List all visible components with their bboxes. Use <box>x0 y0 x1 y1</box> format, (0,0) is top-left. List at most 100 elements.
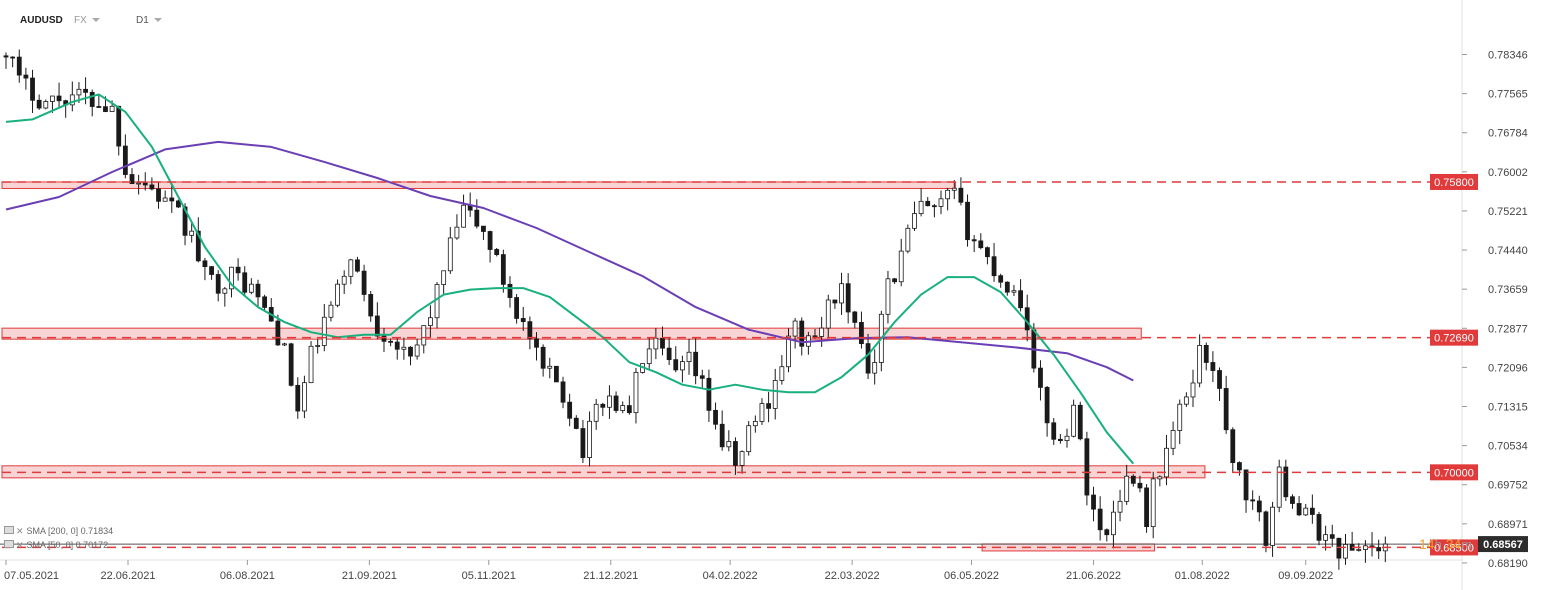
timer-minutes-unit: m <box>1461 537 1473 552</box>
price-tick-label: 0.73659 <box>1488 284 1528 296</box>
candle-body <box>321 316 327 346</box>
timer-minutes: 34 <box>1445 536 1462 552</box>
candle-body <box>713 409 718 425</box>
candle-body <box>514 297 520 319</box>
symbol-label[interactable]: AUDUSD <box>20 15 63 26</box>
support-resistance-zone <box>1 181 957 189</box>
candle-body <box>1217 370 1222 389</box>
candle-body <box>985 247 990 258</box>
market-label: FX <box>74 15 87 26</box>
market-selector[interactable]: FX <box>74 15 100 26</box>
candle-body <box>69 94 75 106</box>
candle-body <box>1117 500 1123 513</box>
candle-body <box>660 337 665 349</box>
timeframe-selector[interactable]: D1 <box>136 15 162 26</box>
date-tick-label: 06.08.2021 <box>220 570 275 582</box>
candle-body <box>209 266 214 275</box>
legend-sma50[interactable]: ✕ SMA [50, 0] 0.70172 <box>4 540 108 551</box>
candle-body <box>408 346 413 357</box>
candle-body <box>487 231 493 250</box>
date-tick-label: 22.06.2021 <box>100 570 155 582</box>
candle-body <box>89 91 95 107</box>
candle-body <box>434 284 440 319</box>
candle-body <box>719 423 725 448</box>
candle-body <box>129 174 135 185</box>
close-icon[interactable]: ✕ <box>16 540 24 550</box>
candle-body <box>1004 281 1010 293</box>
candle-body <box>103 106 108 112</box>
level-label: 0.68500 <box>1434 542 1474 554</box>
candle-body <box>958 187 964 203</box>
candle-body <box>282 343 287 346</box>
candle-body <box>116 105 122 147</box>
candle-body <box>859 322 864 345</box>
candle-body <box>16 56 22 76</box>
candle-body <box>189 230 195 236</box>
level-label-box <box>1430 173 1478 190</box>
level-label: 0.70000 <box>1434 467 1474 479</box>
candle-body <box>1263 511 1269 546</box>
level-label-box <box>1430 464 1478 481</box>
candle-body <box>401 346 407 350</box>
candle-body <box>607 395 612 408</box>
candle-body <box>1203 344 1209 363</box>
candle-body <box>560 381 566 403</box>
candle-body <box>474 209 480 227</box>
candle-body <box>1243 469 1249 501</box>
candle-body <box>673 359 679 371</box>
candle-body <box>1230 429 1236 463</box>
candle-body <box>1130 475 1136 484</box>
candle-body <box>381 335 387 342</box>
date-tick-label: 06.05.2022 <box>944 570 999 582</box>
candle-body <box>1343 544 1348 559</box>
candle-body <box>1323 534 1329 541</box>
price-tick-label: 0.69752 <box>1488 480 1528 492</box>
candle-body <box>885 278 891 315</box>
candle-body <box>394 341 400 350</box>
candle-body <box>421 325 427 346</box>
candle-body <box>1104 529 1110 536</box>
candle-body <box>626 405 632 414</box>
chevron-down-icon <box>153 18 162 23</box>
level-label-box <box>1430 539 1478 556</box>
candle-body <box>1276 466 1282 508</box>
price-tick-label: 0.72096 <box>1488 362 1528 374</box>
indicator-settings-icon[interactable] <box>4 540 14 548</box>
candle-body <box>792 320 798 337</box>
candle-body <box>540 346 546 369</box>
candle-body <box>573 417 579 429</box>
price-tick-label: 0.76784 <box>1488 128 1528 140</box>
candle-body <box>109 105 115 112</box>
candle-body <box>1077 404 1083 440</box>
candle-body <box>971 239 977 242</box>
candle-body <box>122 145 128 175</box>
candle-body <box>348 259 354 277</box>
candle-body <box>1097 508 1103 531</box>
price-tick-label: 0.68971 <box>1488 519 1528 531</box>
candle-body <box>162 197 168 202</box>
candle-body <box>1197 344 1203 384</box>
candle-body <box>799 320 805 347</box>
date-tick-label: 05.11.2021 <box>462 570 516 582</box>
candle-body <box>852 311 858 323</box>
candle-body <box>76 88 82 96</box>
candle-body <box>766 403 771 409</box>
price-tick-label: 0.76002 <box>1488 167 1528 179</box>
candle-body <box>427 317 433 327</box>
close-icon[interactable]: ✕ <box>16 526 24 536</box>
candle-body <box>1336 537 1342 559</box>
candle-body <box>819 327 825 337</box>
candle-body <box>255 283 261 298</box>
candle-body <box>169 197 175 202</box>
legend-sma200[interactable]: ✕ SMA [200, 0] 0.71834 <box>4 526 113 537</box>
candle-body <box>931 205 937 208</box>
indicator-settings-icon[interactable] <box>4 526 14 534</box>
candle-body <box>43 101 49 109</box>
candle-body <box>1137 482 1143 489</box>
candle-body <box>699 375 705 379</box>
candle-body <box>454 226 460 239</box>
candle-body <box>905 227 911 252</box>
candle-body <box>653 337 659 350</box>
